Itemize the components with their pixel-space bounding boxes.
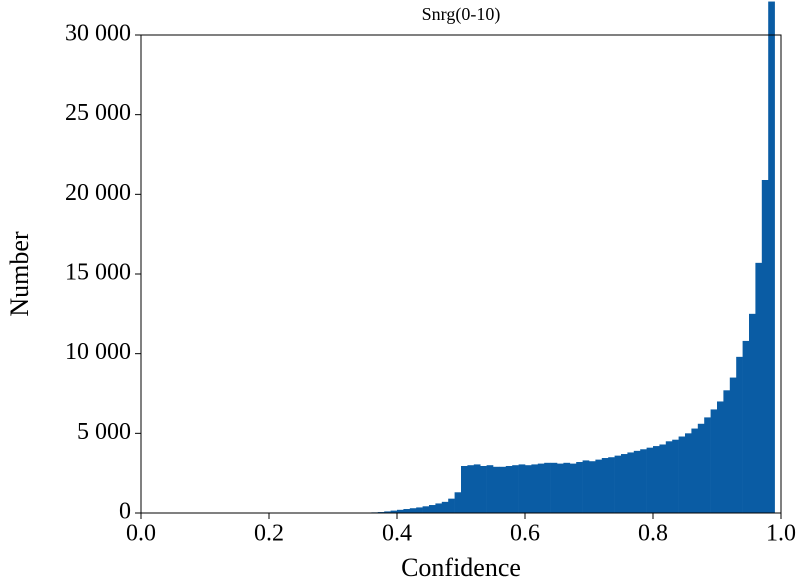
bar [736,356,743,513]
bar [429,505,436,513]
bar [499,466,507,513]
bar [627,452,635,513]
bar [653,446,660,513]
y-axis-label: Number [5,231,34,317]
x-tick-label: 0.0 [126,521,156,547]
bar [640,449,647,513]
bar [403,509,411,513]
bar [525,465,532,513]
bar [723,390,731,513]
y-tick-label: 30 000 [65,21,131,47]
bar [480,465,487,513]
x-tick-label: 1.0 [766,521,796,547]
bar [441,501,449,513]
bar [665,441,673,513]
bar [557,463,564,513]
bar [448,498,455,513]
bar [589,461,596,513]
bar [691,428,699,513]
bar [761,179,769,513]
bar [422,506,430,513]
bar [608,457,615,513]
bar [537,463,545,513]
y-tick-label: 5 000 [77,419,131,445]
x-tick-label: 0.6 [510,521,540,547]
bar [614,455,622,513]
bar [582,460,590,513]
x-tick-label: 0.4 [382,521,412,547]
x-axis-label: Confidence [401,553,521,582]
bar [633,450,641,513]
bar [493,466,500,513]
y-tick-label: 25 000 [65,100,131,126]
chart-title: Snrg(0-10) [422,4,501,25]
bar [697,423,705,513]
bar [550,462,558,513]
bar [704,417,711,513]
y-tick-label: 20 000 [65,180,131,206]
bar [531,464,539,513]
bar [595,459,603,513]
x-tick-label: 0.2 [254,521,284,547]
bar [576,462,583,513]
bar [505,465,513,513]
bar [416,507,423,513]
bar [390,510,398,513]
bar [646,447,654,513]
bar [768,1,775,513]
y-tick-label: 0 [119,499,131,525]
bar [672,439,679,513]
bar [454,492,462,513]
bar [659,444,667,513]
bar [742,340,750,513]
bar [461,465,468,513]
x-tick-label: 0.8 [638,521,668,547]
bar [518,464,526,513]
bar [409,508,417,513]
y-tick-label: 10 000 [65,339,131,365]
bar [486,465,494,513]
bar [755,262,763,513]
bar [621,454,628,513]
bar [678,436,686,513]
bar [717,401,724,513]
bar [384,511,391,513]
bar [397,509,404,513]
bar [467,465,475,513]
bar [569,463,577,513]
bar [729,377,737,513]
bar [601,458,609,513]
bar [473,464,481,513]
bar [435,503,443,513]
y-tick-label: 15 000 [65,260,131,286]
bar [749,313,756,513]
bar [710,409,718,513]
bar [563,462,571,513]
bar [544,462,551,513]
bar [685,433,692,513]
bar [512,465,519,513]
